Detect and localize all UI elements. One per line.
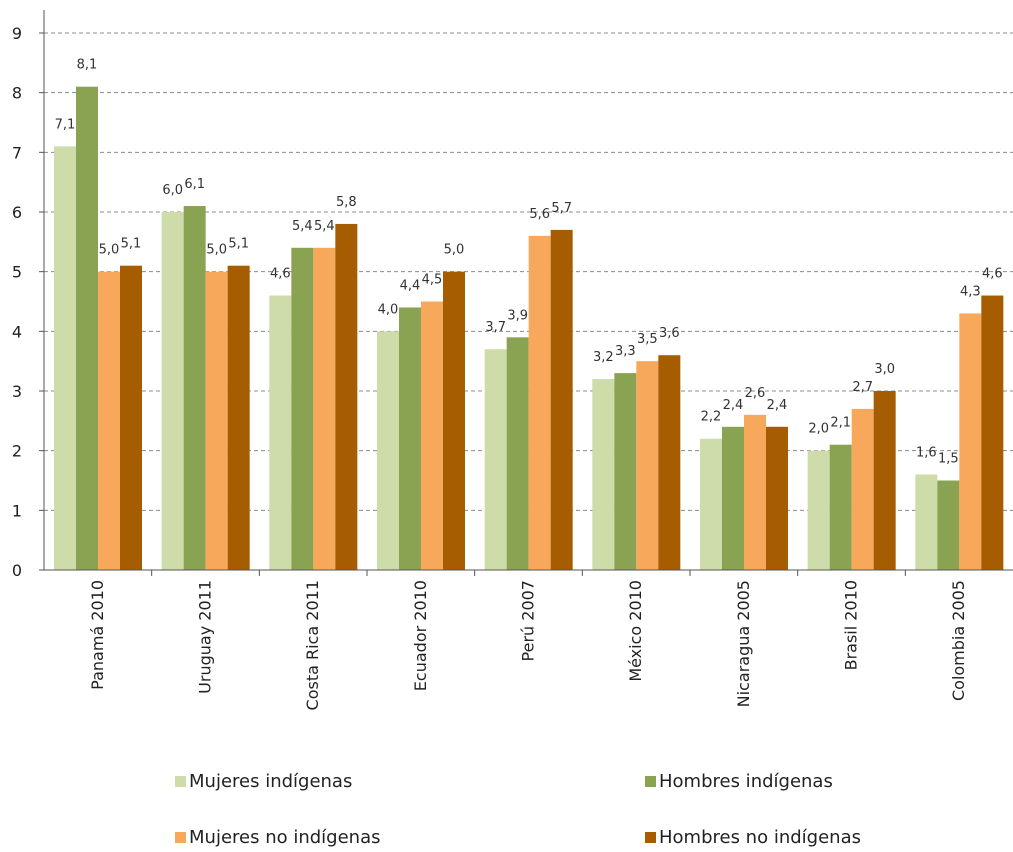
bar <box>484 349 507 570</box>
data-label: 1,6 <box>916 446 937 461</box>
data-label: 5,6 <box>529 207 550 222</box>
data-label: 3,5 <box>637 332 658 347</box>
data-label: 2,4 <box>767 398 788 413</box>
data-label: 2,4 <box>723 398 744 413</box>
x-axis: Panamá 2010 Uruguay 2011 Costa Rica 2011 Ec… <box>44 569 1013 710</box>
data-label: 7,1 <box>55 117 76 132</box>
data-label: 3,0 <box>874 362 895 377</box>
bar <box>722 426 744 570</box>
data-label: 5,4 <box>292 219 313 234</box>
data-label: 2,2 <box>701 410 722 425</box>
bar <box>528 235 551 570</box>
data-label: 8,1 <box>77 58 98 73</box>
data-label: 3,9 <box>507 308 528 323</box>
data-label: 5,7 <box>551 201 572 216</box>
x-tick-label: Panamá 2010 <box>88 580 107 690</box>
y-tick-label: 8 <box>12 84 22 103</box>
bar <box>335 223 358 570</box>
y-tick-label: 6 <box>12 203 22 222</box>
bar <box>700 438 722 570</box>
data-label: 2,0 <box>808 422 829 437</box>
y-tick-label: 3 <box>12 382 22 401</box>
x-tick-label: México 2010 <box>626 580 645 682</box>
data-label: 5,0 <box>206 243 227 258</box>
data-label: 3,3 <box>615 344 636 359</box>
bar <box>76 86 98 570</box>
y-tick-label: 0 <box>12 561 22 580</box>
bar <box>421 301 443 570</box>
bar <box>937 480 960 570</box>
x-tick-label: Ecuador 2010 <box>411 580 430 691</box>
bar <box>744 414 766 570</box>
bar <box>959 313 982 570</box>
bar <box>161 212 184 570</box>
bar <box>291 247 314 571</box>
y-tick-label: 1 <box>12 501 22 520</box>
bar <box>313 247 336 571</box>
bar <box>399 307 421 570</box>
data-label: 4,4 <box>400 278 421 293</box>
bar <box>873 391 896 570</box>
bar <box>98 271 120 570</box>
bar <box>227 265 250 570</box>
data-label: 5,0 <box>99 243 120 258</box>
bar <box>120 265 142 570</box>
data-label: 2,1 <box>830 416 851 431</box>
bar <box>636 361 659 570</box>
bar <box>550 229 573 570</box>
bar <box>205 271 228 570</box>
x-tick-label: Colombia 2005 <box>949 580 968 701</box>
y-tick-label: 9 <box>12 24 22 43</box>
bar <box>54 146 76 570</box>
x-tick-label: Uruguay 2011 <box>196 580 215 694</box>
bar <box>614 373 637 570</box>
data-label: 3,6 <box>659 326 680 341</box>
x-tick-label: Nicaragua 2005 <box>734 580 753 707</box>
bar <box>766 426 788 570</box>
data-label: 4,5 <box>422 273 443 288</box>
data-label: 6,1 <box>184 177 205 192</box>
bar <box>506 337 529 570</box>
data-label: 6,0 <box>162 183 183 198</box>
y-tick-label: 5 <box>12 263 22 282</box>
x-tick-label: Costa Rica 2011 <box>303 580 322 710</box>
data-label: 4,6 <box>982 267 1003 282</box>
bar <box>981 295 1004 570</box>
bar <box>658 355 681 570</box>
data-label: 4,6 <box>270 267 291 282</box>
bars <box>54 86 1004 571</box>
y-tick-label: 2 <box>12 442 22 461</box>
y-tick-label: 4 <box>12 322 22 341</box>
bar <box>592 379 615 570</box>
data-label: 2,6 <box>745 386 766 401</box>
y-axis: 0 1 2 3 4 5 6 7 8 9 <box>12 10 45 580</box>
bar <box>269 295 292 570</box>
data-label: 3,7 <box>485 320 506 335</box>
bar <box>183 206 206 571</box>
data-label: 5,1 <box>228 237 249 252</box>
data-label: 5,0 <box>444 243 465 258</box>
data-label: 5,1 <box>121 237 142 252</box>
bar <box>443 271 465 570</box>
x-tick-label: Brasil 2010 <box>842 580 861 670</box>
data-labels: 7,18,15,0 5,16,0 6,15,0 5,14,65,4 5,45,84,04… <box>55 58 1003 467</box>
bar <box>377 331 399 570</box>
data-label: 2,7 <box>852 380 873 395</box>
data-label: 4,3 <box>960 284 981 299</box>
x-tick-label: Perú 2007 <box>519 580 538 661</box>
bar <box>829 444 852 570</box>
data-label: 1,5 <box>938 452 959 467</box>
bar <box>915 474 938 570</box>
y-tick-label: 7 <box>12 143 22 162</box>
data-label: 3,2 <box>593 350 614 365</box>
bar <box>851 408 874 570</box>
data-label: 5,8 <box>336 195 357 210</box>
bar <box>807 450 830 570</box>
data-label: 5,4 <box>314 219 335 234</box>
data-label: 4,0 <box>378 302 399 317</box>
